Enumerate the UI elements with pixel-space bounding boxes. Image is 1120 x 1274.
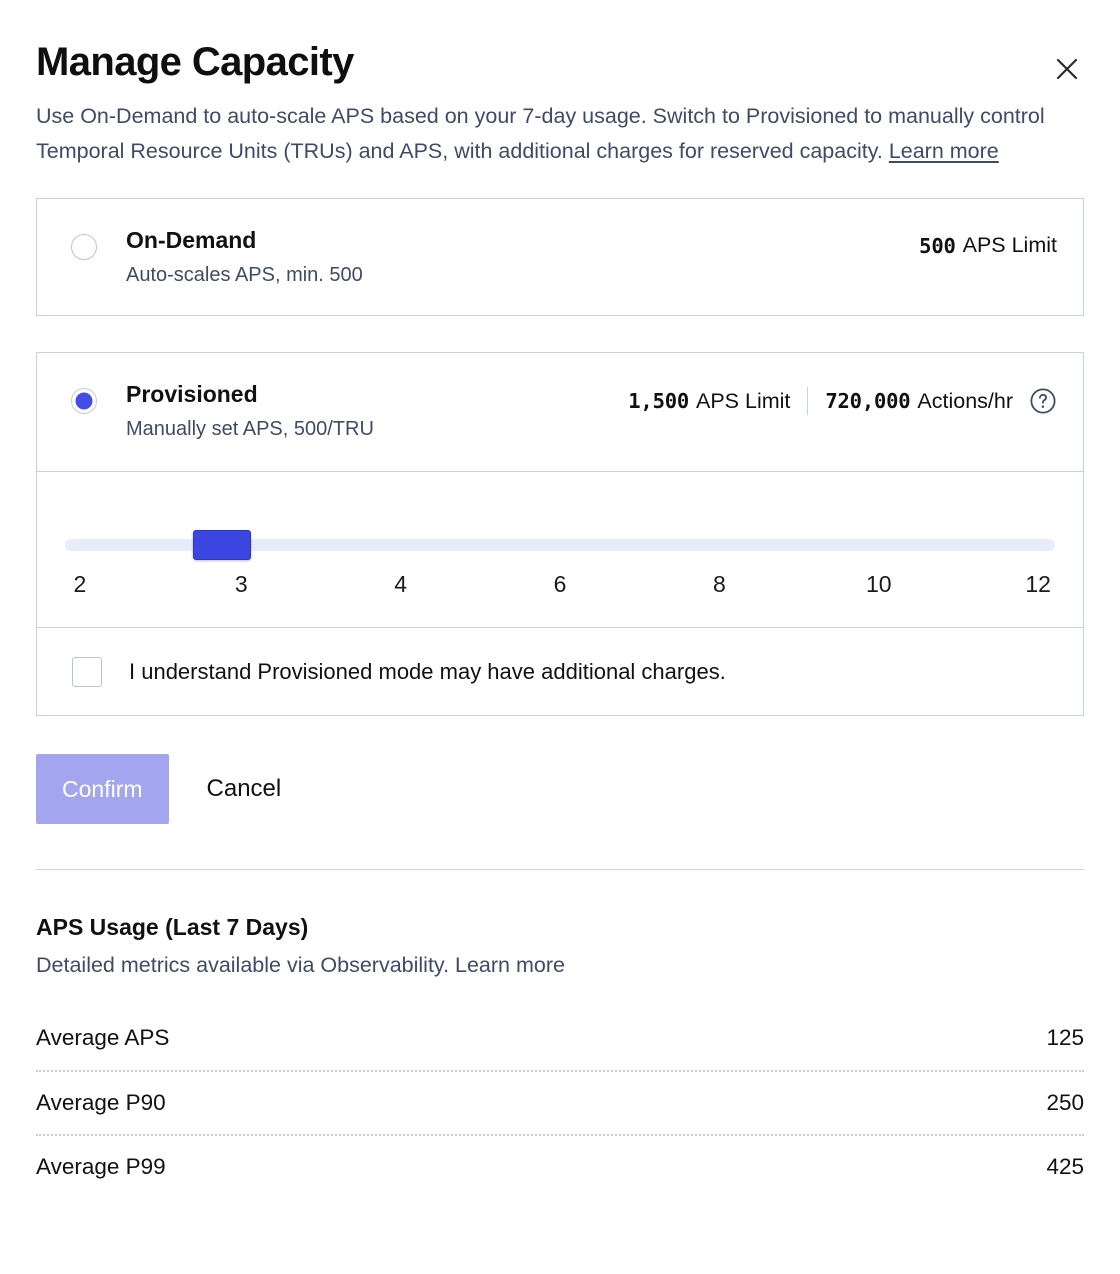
on-demand-subtitle: Auto-scales APS, min. 500 [126, 263, 363, 286]
slider-track-area[interactable] [65, 530, 1055, 561]
option-card-on-demand[interactable]: On-Demand Auto-scales APS, min. 500 500 … [36, 198, 1084, 317]
slider-tick: 6 [553, 571, 567, 598]
slider-tick: 10 [865, 571, 892, 598]
provisioned-actions-label: Actions/hr [917, 388, 1013, 413]
dialog-description: Use On-Demand to auto-scale APS based on… [36, 99, 1082, 169]
usage-metric-name: Average P99 [36, 1154, 166, 1180]
provisioned-aps-label: APS Limit [696, 388, 791, 413]
usage-title: APS Usage (Last 7 Days) [36, 914, 309, 941]
provisioned-aps-value: 1,500 [628, 389, 689, 414]
learn-more-link[interactable]: Learn more [888, 138, 999, 163]
help-circle-icon[interactable] [1029, 387, 1057, 415]
section-divider [36, 869, 1084, 871]
usage-metric-name: Average P90 [36, 1090, 166, 1116]
radio-on-demand[interactable] [71, 234, 97, 261]
slider-tick: 12 [1025, 571, 1051, 598]
on-demand-meta: 500 APS Limit [919, 233, 1057, 258]
cancel-button[interactable]: Cancel [199, 775, 290, 803]
dialog-actions: Confirm Cancel [36, 754, 1084, 825]
consent-label: I understand Provisioned mode may have a… [129, 658, 726, 684]
radio-provisioned[interactable] [71, 388, 97, 415]
trus-slider[interactable]: TRUs 2 3 4 6 8 10 12 [65, 530, 1055, 603]
consent-row[interactable]: I understand Provisioned mode may have a… [37, 627, 1083, 715]
provisioned-meta: 1,500 APS Limit 720,000 Actions/hr [628, 387, 1057, 416]
slider-thumb[interactable] [193, 530, 252, 561]
slider-tick: 8 [712, 571, 726, 598]
slider-ticks: 2 3 4 6 8 10 12 [65, 573, 1055, 603]
on-demand-aps-value: 500 [919, 233, 956, 258]
provisioned-header[interactable]: Provisioned Manually set APS, 500/TRU 1,… [37, 353, 1083, 471]
dialog-description-text: Use On-Demand to auto-scale APS based on… [36, 103, 1045, 163]
provisioned-text: Provisioned Manually set APS, 500/TRU [126, 381, 628, 441]
close-icon[interactable] [1050, 52, 1084, 86]
on-demand-title: On-Demand [126, 227, 257, 254]
meta-divider [807, 387, 809, 416]
usage-subtitle[interactable]: Detailed metrics available via Observabi… [36, 953, 565, 978]
on-demand-aps-label: APS Limit [962, 233, 1057, 258]
usage-metric-value: 425 [1046, 1154, 1084, 1180]
slider-tick: 3 [234, 571, 248, 598]
dialog-header: Manage Capacity Use On-Demand to auto-sc… [36, 0, 1084, 168]
slider-tick: 4 [394, 571, 408, 598]
usage-table: Average APS 125 Average P90 250 Average … [36, 1006, 1084, 1198]
usage-metric-value: 250 [1046, 1090, 1084, 1116]
option-card-provisioned[interactable]: Provisioned Manually set APS, 500/TRU 1,… [36, 352, 1084, 717]
confirm-button[interactable]: Confirm [36, 754, 169, 825]
provisioned-title: Provisioned [126, 381, 258, 408]
table-row: Average P99 425 [36, 1134, 1084, 1198]
page-title: Manage Capacity [36, 40, 354, 84]
table-row: Average P90 250 [36, 1070, 1084, 1134]
consent-checkbox[interactable] [72, 656, 102, 687]
provisioned-subtitle: Manually set APS, 500/TRU [126, 417, 374, 440]
table-row: Average APS 125 [36, 1006, 1084, 1070]
usage-metric-name: Average APS [36, 1025, 170, 1051]
aps-usage-section: APS Usage (Last 7 Days) Detailed metrics… [36, 914, 1084, 1198]
capacity-options: On-Demand Auto-scales APS, min. 500 500 … [36, 198, 1084, 717]
trus-slider-row: TRUs 2 3 4 6 8 10 12 [37, 471, 1083, 627]
usage-metric-value: 125 [1046, 1025, 1084, 1051]
provisioned-actions-value: 720,000 [825, 389, 911, 414]
slider-tick: 2 [73, 571, 87, 598]
on-demand-header[interactable]: On-Demand Auto-scales APS, min. 500 500 … [37, 199, 1083, 315]
on-demand-text: On-Demand Auto-scales APS, min. 500 [126, 227, 919, 287]
slider-track[interactable] [65, 539, 1055, 552]
